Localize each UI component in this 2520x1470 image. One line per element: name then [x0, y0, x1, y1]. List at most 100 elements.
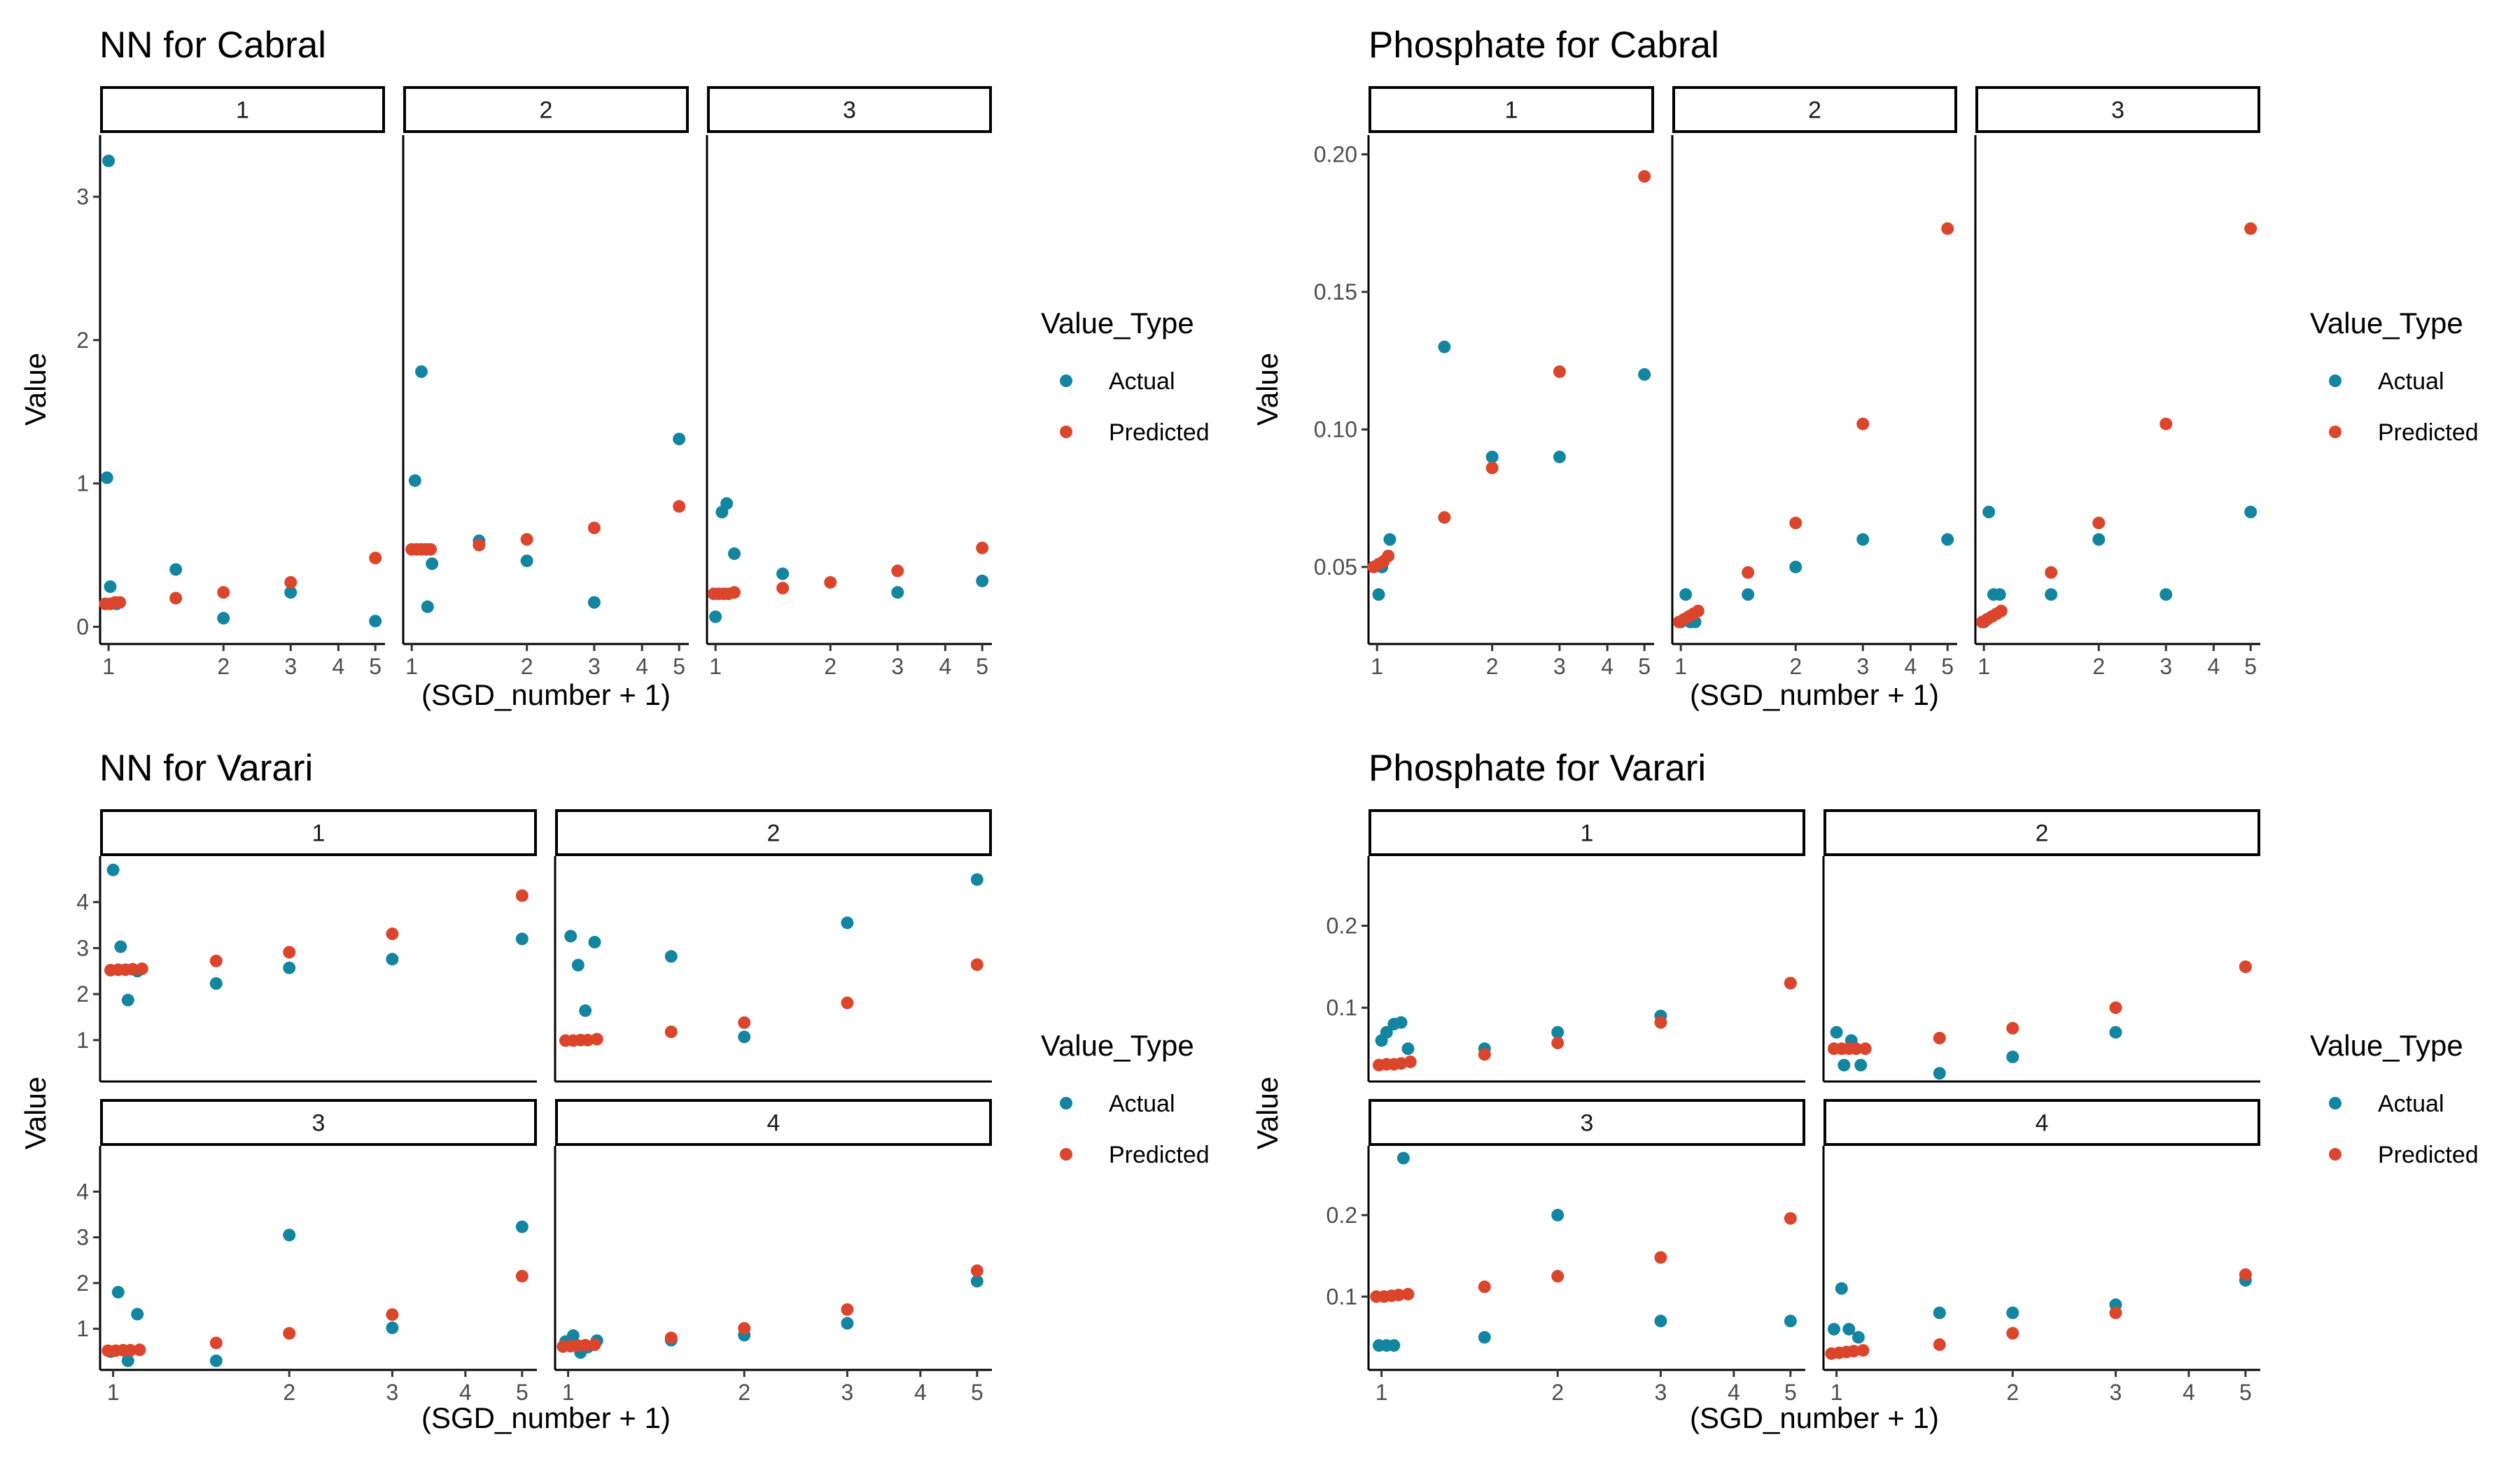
- x-tick-label: 1: [709, 654, 722, 679]
- point-actual: [564, 930, 578, 943]
- point-predicted: [776, 582, 790, 595]
- x-tick-label: 4: [939, 654, 951, 679]
- facet-strip: [1368, 1099, 1805, 1146]
- point-predicted: [1856, 1344, 1870, 1357]
- point-actual: [515, 1220, 528, 1233]
- point-actual: [1982, 505, 1996, 519]
- y-tick-label: 2: [76, 328, 89, 353]
- point-actual: [283, 961, 296, 974]
- y-tick-label: 4: [76, 890, 89, 915]
- point-actual: [1478, 1331, 1491, 1344]
- legend-title: Value_Type: [1041, 307, 1194, 340]
- facet-panel-2: 2 1 2 3 4 5: [402, 86, 689, 679]
- facet-strip: [100, 1099, 537, 1146]
- x-tick-label: 5: [971, 1380, 983, 1405]
- legend: Value_Type Actual Predicted: [2310, 307, 2479, 446]
- x-tick-label: 3: [2160, 654, 2172, 679]
- point-predicted: [113, 596, 127, 609]
- point-actual: [841, 1317, 854, 1330]
- facet-strip-label: 3: [2111, 97, 2124, 124]
- chart-title: NN for Cabral: [99, 24, 326, 66]
- facet-strip-label: 4: [767, 1110, 780, 1137]
- point-actual: [1856, 533, 1870, 546]
- point-actual: [217, 612, 230, 625]
- point-actual: [283, 1228, 296, 1242]
- point-predicted: [424, 542, 438, 556]
- point-predicted: [1404, 1055, 1417, 1068]
- y-axis-title: Value: [19, 353, 52, 426]
- chart-4: Phosphate for Varari 1 0.1 0.2 2 3 0.1 0.2 1 2 3 4 5…: [1251, 748, 2479, 1434]
- point-actual: [2160, 588, 2173, 601]
- point-actual: [976, 574, 989, 587]
- point-actual: [1654, 1315, 1667, 1328]
- point-actual: [571, 958, 584, 972]
- facet-strip-label: 2: [767, 820, 780, 847]
- point-actual: [1485, 450, 1499, 463]
- legend: Value_Type Actual Predicted: [1041, 307, 1210, 446]
- point-predicted: [135, 962, 148, 975]
- facet-panel-4: 4 1 2 3 4 5: [554, 1099, 992, 1405]
- point-actual: [1742, 588, 1755, 601]
- x-tick-label: 3: [1655, 1380, 1667, 1405]
- x-tick-label: 5: [673, 654, 685, 679]
- point-actual: [131, 1308, 144, 1321]
- point-predicted: [124, 1343, 137, 1357]
- point-actual: [209, 1354, 223, 1367]
- legend-label: Actual: [1109, 1091, 1175, 1117]
- point-actual: [1401, 1042, 1415, 1056]
- x-tick-label: 2: [1551, 1380, 1564, 1405]
- x-tick-label: 3: [284, 654, 297, 679]
- y-axis-title: Value: [1251, 1077, 1284, 1149]
- legend-key-predicted: [1060, 426, 1072, 438]
- x-tick-label: 3: [2110, 1380, 2122, 1405]
- point-actual: [579, 1004, 592, 1017]
- x-tick-label: 1: [562, 1380, 575, 1405]
- point-actual: [1679, 588, 1693, 601]
- point-predicted: [891, 564, 904, 578]
- facet-strip: [403, 86, 689, 133]
- y-tick-label: 2: [76, 981, 89, 1007]
- legend-label: Actual: [1109, 368, 1175, 395]
- point-actual: [1553, 450, 1566, 463]
- x-tick-label: 1: [102, 654, 115, 679]
- point-predicted: [976, 541, 989, 554]
- x-tick-label: 4: [2207, 654, 2220, 679]
- x-tick-label: 2: [2092, 654, 2105, 679]
- x-tick-label: 3: [588, 654, 601, 679]
- point-actual: [104, 580, 117, 594]
- point-actual: [673, 433, 686, 446]
- point-predicted: [673, 500, 686, 513]
- point-predicted: [520, 533, 533, 546]
- point-predicted: [515, 1270, 528, 1283]
- facet-panel-2: 2 1 2 3 4 5: [1671, 86, 1957, 679]
- legend-key-actual: [2329, 1097, 2342, 1110]
- point-actual: [2109, 1026, 2122, 1039]
- facet-panel-3: 3 0.1 0.2 1 2 3 4 5: [1326, 1099, 1805, 1405]
- point-actual: [2045, 588, 2058, 601]
- x-tick-label: 1: [1371, 654, 1383, 679]
- facet-strip-label: 2: [2036, 820, 2049, 847]
- point-actual: [1933, 1067, 1946, 1080]
- point-predicted: [738, 1016, 751, 1029]
- x-tick-label: 1: [405, 654, 418, 679]
- point-actual: [727, 547, 741, 560]
- point-actual: [2092, 533, 2106, 546]
- point-actual: [1394, 1016, 1408, 1029]
- point-predicted: [2092, 517, 2106, 530]
- y-tick-label: 4: [76, 1179, 89, 1204]
- facet-strip: [555, 809, 992, 856]
- point-predicted: [1933, 1031, 1946, 1044]
- point-predicted: [2006, 1021, 2019, 1035]
- point-actual: [515, 932, 528, 946]
- facet-strip-label: 2: [540, 97, 553, 124]
- facet-strip: [1368, 86, 1654, 133]
- facet-strip: [1823, 1099, 2260, 1146]
- y-tick-label: 1: [76, 1028, 89, 1053]
- point-predicted: [2239, 960, 2252, 974]
- facet-strip: [100, 809, 537, 856]
- x-tick-label: 4: [459, 1380, 472, 1405]
